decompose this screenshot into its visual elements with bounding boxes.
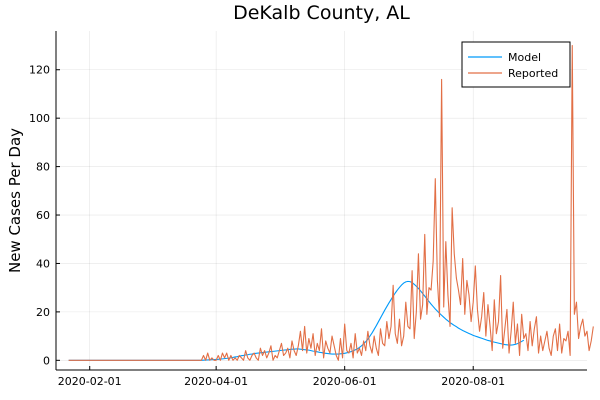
- y-tick-label: 120: [29, 64, 50, 77]
- series-layer: [68, 44, 594, 361]
- x-tick-label: 2020-08-01: [441, 375, 505, 388]
- y-tick-label: 0: [43, 354, 50, 367]
- y-tick-label: 60: [36, 209, 50, 222]
- x-tick-label: 2020-06-01: [313, 375, 377, 388]
- series-line-reported: [68, 44, 594, 361]
- legend-label-model: Model: [508, 51, 541, 64]
- y-axis-ticks: 0 20 40 60 80 100 120: [29, 64, 60, 367]
- axes: [55, 31, 587, 371]
- x-tick-label: 2020-02-01: [58, 375, 122, 388]
- x-tick-label: 2020-04-01: [184, 375, 248, 388]
- x-axis-ticks: 2020-02-01 2020-04-01 2020-06-01 2020-08-01: [58, 366, 505, 388]
- y-tick-label: 100: [29, 112, 50, 125]
- y-axis-label: New Cases Per Day: [6, 128, 24, 273]
- legend: Model Reported: [461, 41, 571, 88]
- legend-label-reported: Reported: [508, 67, 558, 80]
- y-tick-label: 20: [36, 306, 50, 319]
- chart-title: DeKalb County, AL: [233, 2, 410, 24]
- y-tick-label: 40: [36, 257, 50, 270]
- y-tick-label: 80: [36, 161, 50, 174]
- legend-box: [461, 41, 571, 88]
